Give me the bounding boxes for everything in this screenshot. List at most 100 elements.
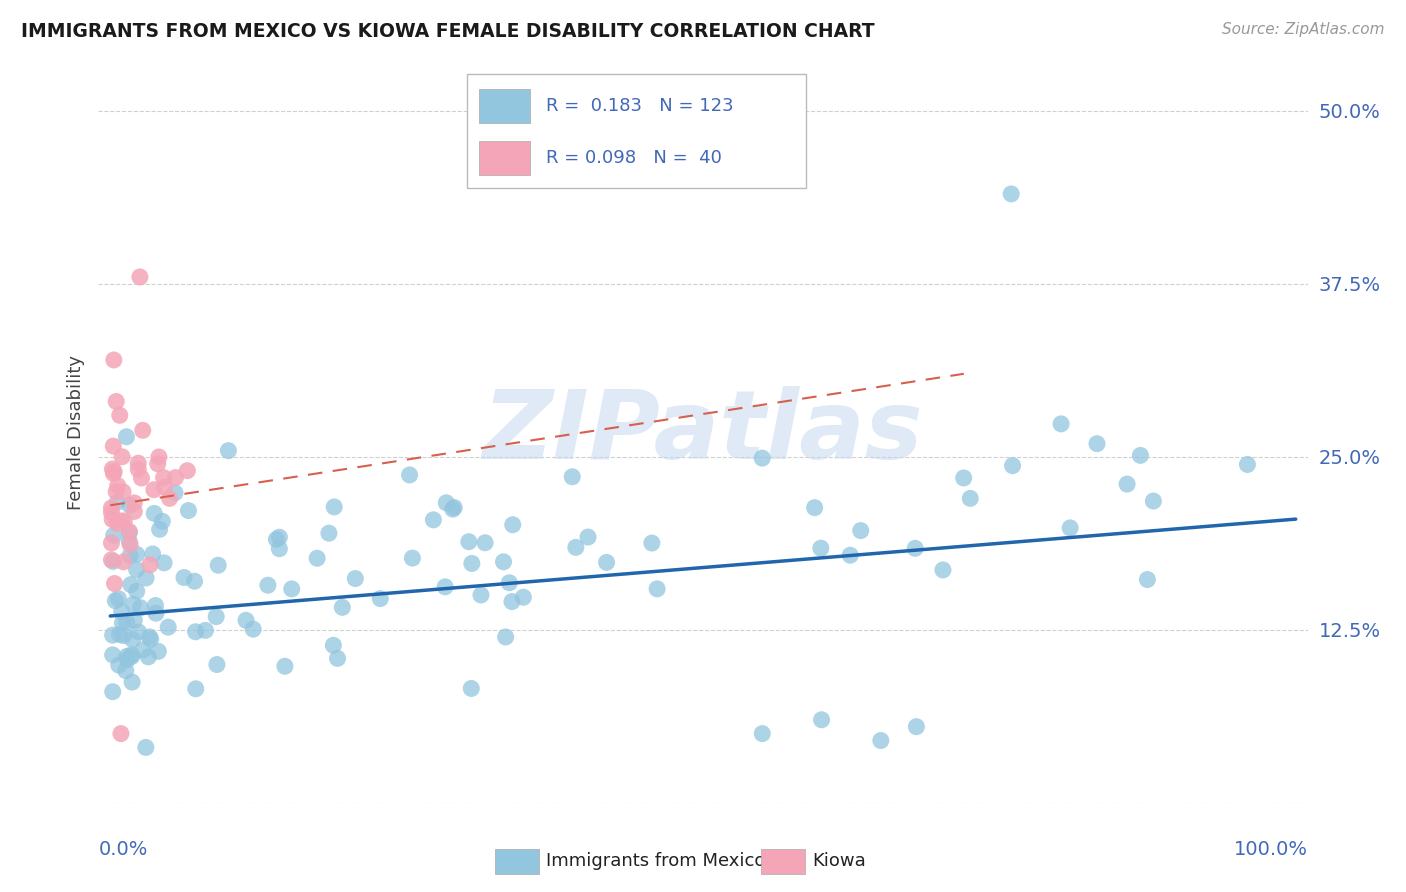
Point — [132, 423, 155, 437]
Point — [105, 394, 128, 409]
Point — [932, 563, 955, 577]
Point — [422, 513, 444, 527]
Point — [135, 740, 157, 755]
Point — [118, 549, 141, 563]
FancyBboxPatch shape — [495, 848, 538, 874]
Point — [103, 465, 125, 479]
Point — [1050, 417, 1073, 431]
Point — [810, 713, 832, 727]
Point — [138, 649, 160, 664]
Point — [101, 648, 124, 662]
Point — [108, 627, 131, 641]
Point — [165, 470, 187, 484]
Point — [149, 522, 172, 536]
Point — [839, 548, 862, 562]
Point — [112, 484, 135, 499]
Point — [492, 555, 515, 569]
Point — [118, 499, 141, 513]
Point — [145, 606, 167, 620]
Point — [146, 457, 169, 471]
Point — [100, 536, 122, 550]
Point — [501, 594, 523, 608]
Point — [121, 632, 143, 647]
Point — [1059, 521, 1081, 535]
Point — [148, 450, 170, 464]
Point — [111, 605, 134, 619]
Point — [148, 644, 170, 658]
Point — [959, 491, 981, 506]
Point — [441, 502, 464, 516]
Y-axis label: Female Disability: Female Disability — [66, 355, 84, 510]
Point — [163, 485, 186, 500]
Point — [326, 651, 349, 665]
Point — [115, 430, 138, 444]
Point — [266, 533, 288, 547]
Point — [125, 547, 148, 561]
Point — [1129, 449, 1152, 463]
Point — [269, 530, 291, 544]
FancyBboxPatch shape — [467, 73, 806, 188]
Point — [103, 467, 125, 481]
Point — [117, 652, 139, 666]
Point — [131, 471, 153, 485]
Point — [318, 526, 340, 541]
Point — [108, 658, 131, 673]
FancyBboxPatch shape — [479, 89, 530, 123]
Point — [100, 553, 122, 567]
Point — [101, 628, 124, 642]
Point — [139, 558, 162, 572]
Point — [205, 609, 228, 624]
Point — [111, 450, 134, 464]
Point — [242, 622, 264, 636]
Point — [751, 451, 773, 466]
Point — [595, 555, 617, 569]
Text: IMMIGRANTS FROM MEXICO VS KIOWA FEMALE DISABILITY CORRELATION CHART: IMMIGRANTS FROM MEXICO VS KIOWA FEMALE D… — [21, 22, 875, 41]
Text: R = 0.098   N =  40: R = 0.098 N = 40 — [546, 149, 721, 167]
Point — [502, 517, 524, 532]
Text: ZIPatlas: ZIPatlas — [482, 386, 924, 479]
Point — [1085, 436, 1108, 450]
Point — [803, 500, 825, 515]
Point — [905, 720, 928, 734]
Text: Immigrants from Mexico: Immigrants from Mexico — [546, 852, 765, 871]
Point — [120, 538, 142, 552]
Point — [576, 530, 599, 544]
Point — [103, 439, 125, 453]
Point — [184, 624, 207, 639]
Point — [115, 615, 138, 629]
Point — [177, 503, 200, 517]
Point — [1142, 494, 1164, 508]
Point — [401, 551, 423, 566]
Point — [135, 571, 157, 585]
Point — [952, 471, 974, 485]
Point — [121, 648, 143, 662]
Point — [122, 496, 145, 510]
Point — [101, 512, 124, 526]
Point — [115, 649, 138, 664]
Point — [849, 524, 872, 538]
Point — [434, 496, 457, 510]
Point — [107, 478, 129, 492]
Point — [100, 506, 122, 520]
Point — [112, 629, 135, 643]
Point — [114, 664, 136, 678]
Point — [461, 557, 484, 571]
Point — [120, 577, 142, 591]
Point — [257, 578, 280, 592]
Point — [139, 632, 162, 647]
Point — [217, 443, 239, 458]
Point — [125, 584, 148, 599]
Point — [274, 659, 297, 673]
Point — [111, 514, 134, 528]
Point — [474, 535, 496, 549]
Point — [143, 507, 166, 521]
Point — [157, 620, 180, 634]
Point — [194, 624, 217, 638]
Point — [183, 574, 205, 589]
Point — [561, 469, 583, 483]
Point — [565, 541, 588, 555]
Text: 0.0%: 0.0% — [98, 840, 148, 859]
Text: Kiowa: Kiowa — [811, 852, 866, 871]
Point — [153, 480, 176, 494]
Point — [101, 554, 124, 568]
